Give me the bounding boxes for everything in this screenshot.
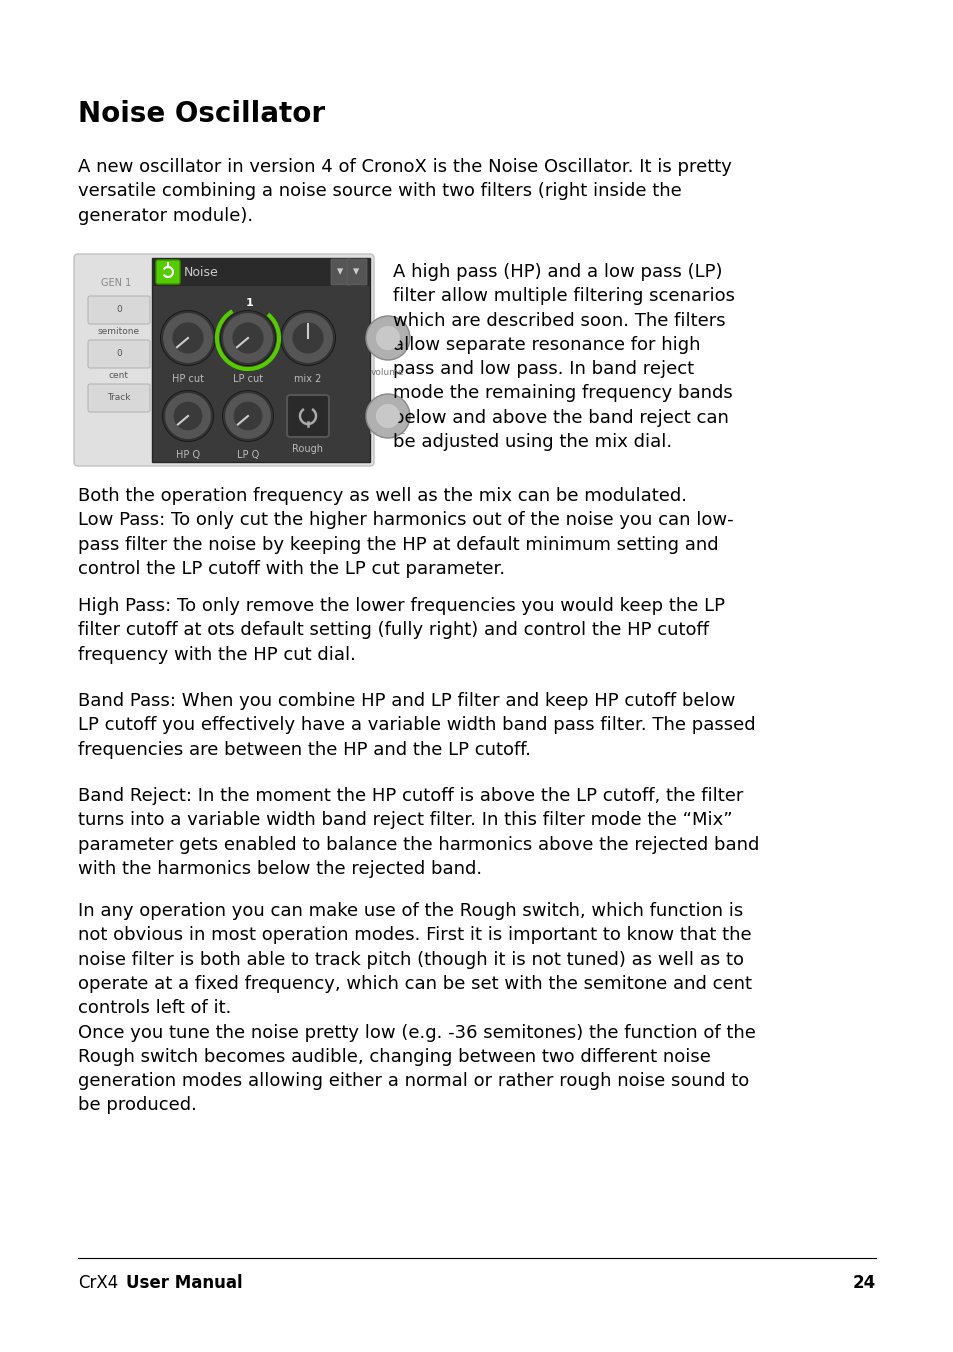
Text: LP Q: LP Q — [236, 450, 259, 460]
Text: 0: 0 — [116, 306, 122, 315]
Text: LP cut: LP cut — [233, 375, 263, 384]
FancyBboxPatch shape — [152, 258, 370, 462]
Text: semitone: semitone — [98, 326, 140, 335]
Circle shape — [375, 404, 399, 429]
Text: mix 2: mix 2 — [294, 375, 321, 384]
Text: Both the operation frequency as well as the mix can be modulated.
Low Pass: To o: Both the operation frequency as well as … — [78, 487, 733, 577]
Circle shape — [375, 326, 399, 350]
Text: volume: volume — [371, 368, 404, 377]
Text: A new oscillator in version 4 of CronoX is the Noise Oscillator. It is pretty
ve: A new oscillator in version 4 of CronoX … — [78, 158, 731, 224]
Text: cent: cent — [109, 370, 129, 380]
Text: HP cut: HP cut — [172, 375, 204, 384]
FancyBboxPatch shape — [156, 260, 180, 284]
Circle shape — [366, 393, 410, 438]
Text: Noise: Noise — [184, 265, 218, 279]
Text: 1: 1 — [246, 297, 253, 308]
Text: Band Pass: When you combine HP and LP filter and keep HP cutoff below
LP cutoff : Band Pass: When you combine HP and LP fi… — [78, 692, 755, 758]
Text: GEN 1: GEN 1 — [101, 279, 131, 288]
Text: ▾: ▾ — [353, 265, 358, 279]
Text: A high pass (HP) and a low pass (LP)
filter allow multiple filtering scenarios
w: A high pass (HP) and a low pass (LP) fil… — [393, 264, 734, 452]
FancyBboxPatch shape — [88, 384, 150, 412]
FancyBboxPatch shape — [331, 260, 351, 285]
Circle shape — [162, 389, 213, 442]
Text: F1: F1 — [369, 426, 380, 435]
Circle shape — [220, 310, 275, 366]
Text: Rough: Rough — [293, 443, 323, 454]
Text: CrX4: CrX4 — [78, 1274, 118, 1293]
Circle shape — [366, 316, 410, 360]
Circle shape — [222, 389, 274, 442]
FancyBboxPatch shape — [347, 260, 367, 285]
Text: ▾: ▾ — [336, 265, 343, 279]
Circle shape — [162, 312, 213, 364]
Circle shape — [160, 310, 215, 366]
Circle shape — [172, 322, 203, 354]
FancyBboxPatch shape — [88, 296, 150, 324]
FancyBboxPatch shape — [88, 339, 150, 368]
Circle shape — [292, 322, 323, 354]
Circle shape — [282, 312, 334, 364]
Text: 0: 0 — [116, 350, 122, 358]
FancyBboxPatch shape — [74, 254, 374, 466]
Text: Band Reject: In the moment the HP cutoff is above the LP cutoff, the filter
turn: Band Reject: In the moment the HP cutoff… — [78, 787, 759, 877]
Text: Track: Track — [107, 393, 131, 403]
Text: 24: 24 — [852, 1274, 875, 1293]
Text: Noise Oscillator: Noise Oscillator — [78, 100, 325, 128]
Circle shape — [224, 392, 272, 439]
Text: F2: F2 — [394, 426, 406, 435]
Circle shape — [233, 322, 263, 354]
Circle shape — [222, 312, 274, 364]
Circle shape — [164, 392, 212, 439]
FancyBboxPatch shape — [287, 395, 329, 437]
Circle shape — [173, 402, 202, 430]
Text: In any operation you can make use of the Rough switch, which function is
not obv: In any operation you can make use of the… — [78, 902, 755, 1114]
Text: High Pass: To only remove the lower frequencies you would keep the LP
filter cut: High Pass: To only remove the lower freq… — [78, 598, 724, 664]
FancyBboxPatch shape — [152, 258, 370, 287]
Text: HP Q: HP Q — [175, 450, 200, 460]
Circle shape — [280, 310, 335, 366]
Text: User Manual: User Manual — [126, 1274, 242, 1293]
Circle shape — [233, 402, 262, 430]
